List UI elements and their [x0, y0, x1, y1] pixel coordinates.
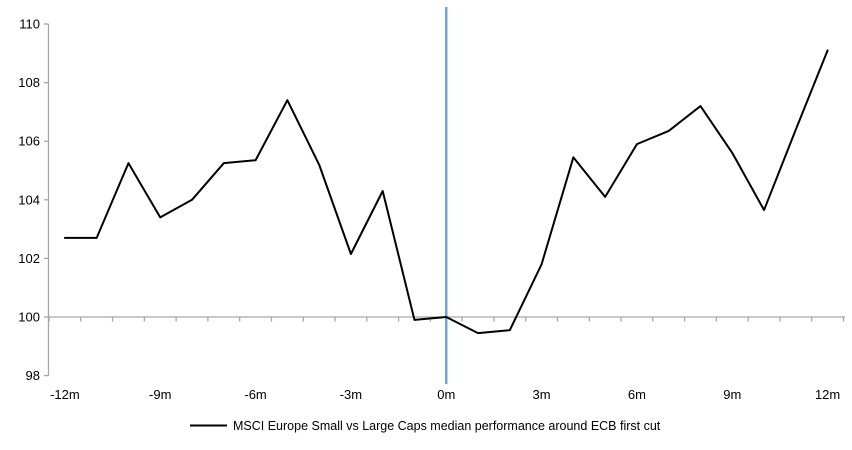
x-tick-label: 9m — [723, 387, 741, 402]
y-tick-label: 102 — [18, 251, 40, 266]
y-tick-label: 100 — [18, 310, 40, 325]
performance-line — [63, 49, 829, 335]
x-tick-label: 6m — [628, 387, 646, 402]
x-tick-label: 3m — [533, 387, 551, 402]
x-tick-label: 12m — [815, 387, 840, 402]
x-axis: -12m -9m -6m -3m 0m 3m 6m 9m 12m — [48, 316, 845, 402]
x-tick-label: -9m — [149, 387, 171, 402]
y-axis: 98 100 102 104 106 108 110 — [18, 17, 50, 383]
x-tick-label: -3m — [340, 387, 362, 402]
y-tick-label: 108 — [18, 75, 40, 90]
y-tick-label: 110 — [19, 17, 40, 32]
x-tick-label: -12m — [50, 387, 80, 402]
legend-label: MSCI Europe Small vs Large Caps median p… — [233, 419, 661, 433]
y-tick-label: 98 — [26, 368, 40, 383]
x-tick-label: 0m — [437, 387, 455, 402]
y-tick-label: 106 — [18, 134, 40, 149]
legend: MSCI Europe Small vs Large Caps median p… — [190, 419, 661, 433]
y-tick-label: 104 — [18, 192, 40, 207]
x-tick-label: -6m — [244, 387, 266, 402]
